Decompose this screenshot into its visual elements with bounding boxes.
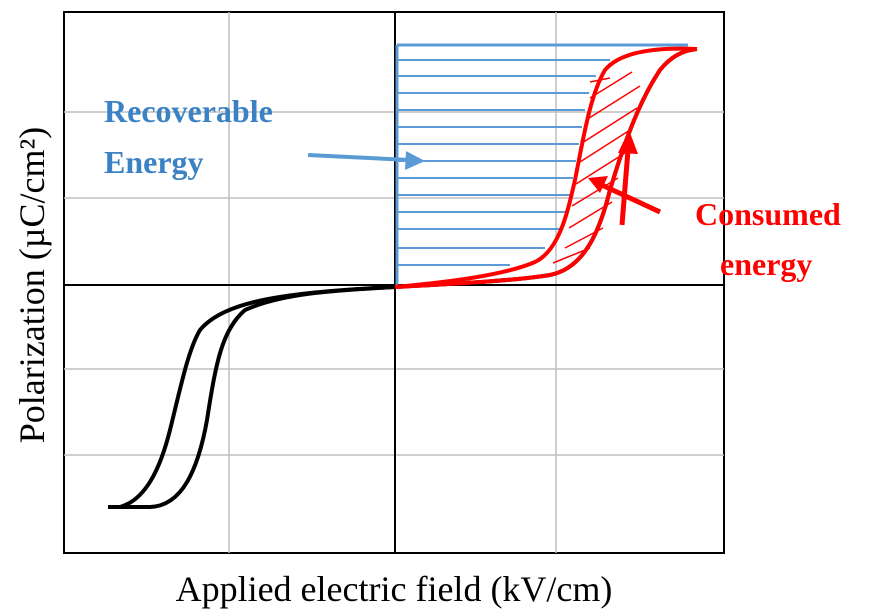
consumed-energy-region xyxy=(394,46,698,289)
consumed-label-line2: energy xyxy=(720,246,812,282)
x-axis-label: Applied electric field (kV/cm) xyxy=(176,569,613,609)
recoverable-label-line2: Energy xyxy=(104,144,204,180)
recoverable-label-line1: Recoverable xyxy=(104,93,273,129)
consumed-arrow xyxy=(588,176,662,215)
loop-branch-upper xyxy=(119,285,396,509)
arrow-head-icon xyxy=(405,151,425,170)
consumed-label-line1: Consumed xyxy=(695,196,841,232)
consumed-upper-branch xyxy=(394,46,698,289)
consumed-lower-branch xyxy=(394,47,698,289)
arrow-up-icon xyxy=(618,130,638,154)
recoverable-energy-hatch xyxy=(395,43,688,285)
arrow-head-icon xyxy=(588,176,608,193)
recoverable-arrow xyxy=(307,151,425,170)
direction-arrow xyxy=(618,130,638,226)
y-axis-label: Polarization (µC/cm²) xyxy=(12,127,52,443)
